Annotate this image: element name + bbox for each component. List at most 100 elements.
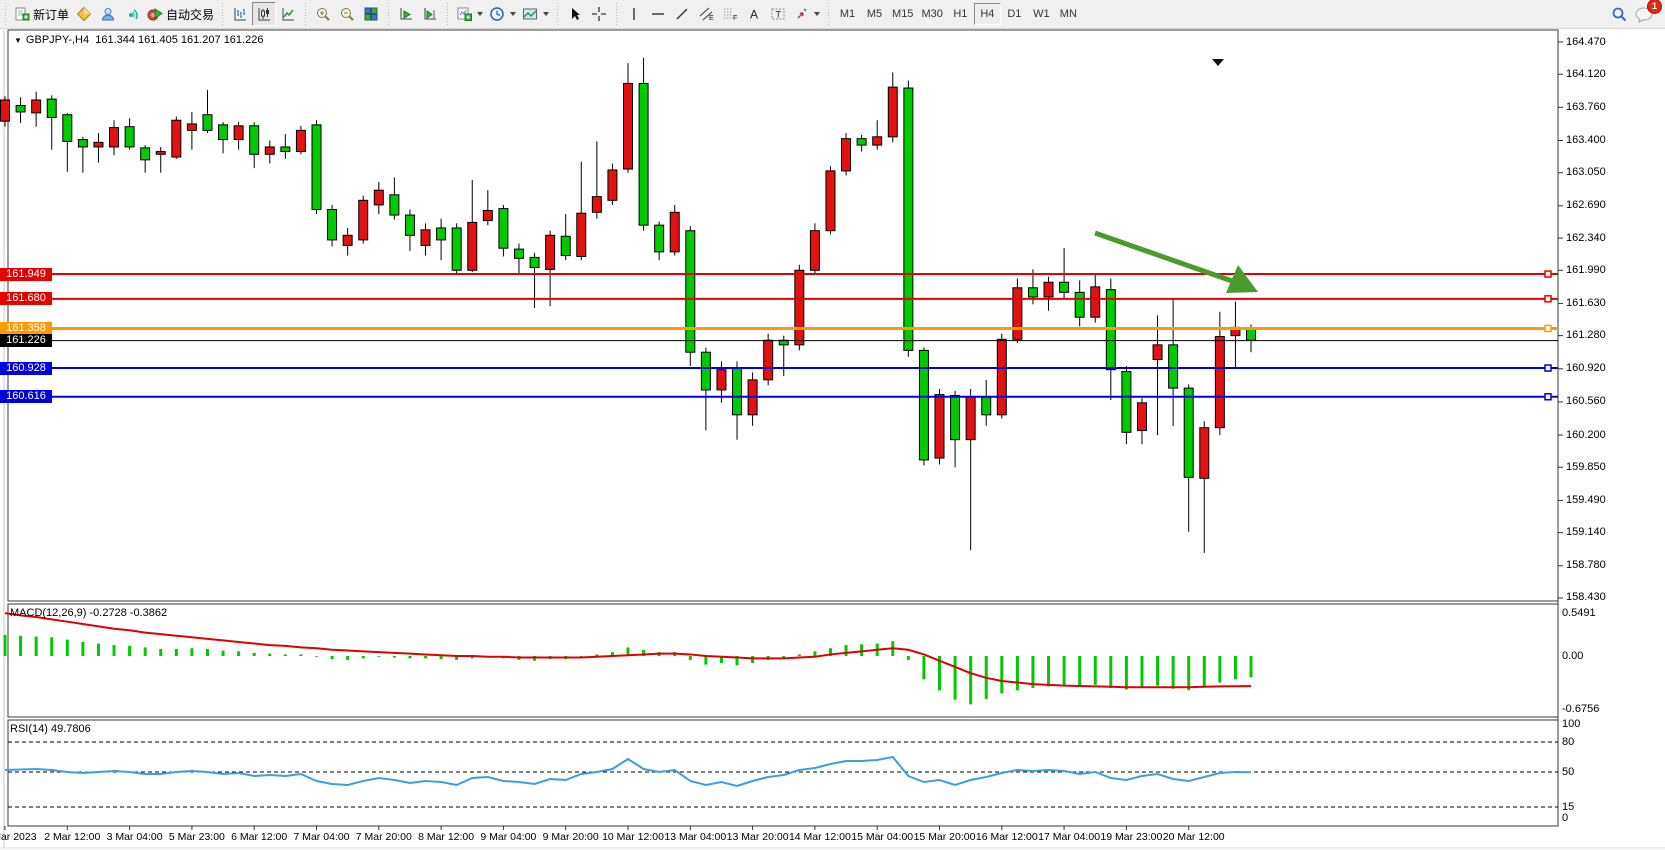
text-icon: A: [750, 8, 758, 22]
candle: [467, 221, 478, 271]
timeframe-h4[interactable]: H4: [973, 3, 1001, 25]
candle: [451, 227, 462, 271]
price-badge-161.358: 161.358: [0, 321, 52, 335]
equidistant-channel-icon: E: [699, 7, 714, 22]
candle: [934, 394, 945, 459]
candle: [233, 125, 244, 141]
chart-canvas[interactable]: [0, 28, 1665, 850]
autotrade-icon: [147, 8, 163, 21]
toolbar-drag-handle[interactable]: [825, 3, 833, 25]
candle: [576, 212, 587, 257]
trendline-button[interactable]: [670, 2, 694, 26]
text-button[interactable]: A: [742, 2, 766, 26]
toolbar-drag-handle[interactable]: [613, 3, 621, 25]
vline-button[interactable]: [622, 2, 646, 26]
timeframe-m30[interactable]: M30: [917, 3, 946, 25]
crosshair-button[interactable]: [587, 2, 611, 26]
toolbar: 新订单 自动交易: [0, 0, 1665, 29]
auto-scroll-button[interactable]: [394, 2, 418, 26]
chart-candles-button[interactable]: [252, 2, 277, 26]
news-button[interactable]: [120, 2, 144, 26]
candle: [918, 349, 929, 461]
price-axis-label: 159.490: [1566, 493, 1606, 506]
chevron-down-icon[interactable]: ▼: [14, 36, 22, 45]
candle: [965, 396, 976, 441]
timeframe-mn[interactable]: MN: [1055, 3, 1082, 25]
chart-menu-triangle[interactable]: [1212, 59, 1224, 66]
timeframe-w1[interactable]: W1: [1028, 3, 1055, 25]
candle: [311, 124, 322, 211]
fibonacci-icon: F: [724, 8, 737, 22]
toolbar-drag-handle[interactable]: [444, 3, 452, 25]
new-order-button[interactable]: 新订单: [11, 2, 72, 26]
notifications-button[interactable]: 1: [1631, 0, 1662, 26]
autotrade-button[interactable]: 自动交易: [144, 2, 217, 26]
autotrade-label: 自动交易: [166, 7, 215, 22]
search-button[interactable]: [1607, 2, 1631, 26]
candle: [482, 209, 493, 222]
toolbar-drag-handle[interactable]: [385, 3, 393, 25]
templates-button[interactable]: [519, 2, 552, 26]
timeframe-d1[interactable]: D1: [1001, 3, 1028, 25]
price-axis-label: 163.400: [1566, 133, 1606, 146]
rsi-line: [4, 755, 1252, 788]
time-axis-label: 3 Mar 04:00: [106, 831, 163, 843]
timeframe-h1[interactable]: H1: [947, 3, 974, 25]
time-axis-label: 5 Mar 23:00: [168, 831, 225, 843]
time-axis-label: 2 Mar 12:00: [44, 831, 101, 843]
new-chart-button[interactable]: [453, 2, 486, 26]
chart-shift-button[interactable]: [418, 2, 442, 26]
candle: [716, 369, 727, 391]
timeframe-m15[interactable]: M15: [888, 3, 917, 25]
drawn-arrow-head[interactable]: [1226, 265, 1258, 293]
rsi-scale-50: 50: [1562, 766, 1575, 778]
time-axis-label: 13 Mar 20:00: [726, 831, 789, 843]
candle: [109, 127, 120, 148]
zoom-out-button[interactable]: [335, 2, 359, 26]
symbol-period-label: GBPJPY-,H4: [25, 34, 90, 46]
zoom-in-icon: [317, 8, 330, 21]
text-label-button[interactable]: T: [766, 2, 790, 26]
toolbar-drag-handle[interactable]: [2, 3, 9, 25]
time-axis-label: 14 Mar 12:00: [788, 831, 851, 843]
timeframe-m5[interactable]: M5: [861, 3, 888, 25]
periods-button[interactable]: [486, 2, 519, 26]
candle: [264, 146, 275, 155]
auto-scroll-icon: [400, 8, 413, 20]
time-axis-label: 9 Mar 04:00: [480, 831, 537, 843]
chart-line-button[interactable]: [276, 2, 300, 26]
hline-anchor: [1544, 364, 1552, 372]
chart-bars-button[interactable]: [228, 2, 252, 26]
gold-diamond-button[interactable]: [72, 2, 96, 26]
rsi-scale-0: 0: [1562, 812, 1569, 824]
time-axis-label: 10 Mar 12:00: [602, 831, 664, 843]
candle: [358, 199, 369, 241]
toolbar-drag-handle[interactable]: [554, 3, 562, 25]
tile-windows-button[interactable]: [359, 2, 383, 26]
svg-text:F: F: [733, 15, 737, 22]
arrow-objects-button[interactable]: [790, 2, 823, 26]
toolbar-drag-handle[interactable]: [302, 3, 310, 25]
time-axis-label: 15 Mar 20:00: [913, 831, 976, 843]
drawn-arrow[interactable]: [1094, 230, 1233, 284]
candle: [436, 227, 447, 241]
macd-scale-min: -0.6756: [1562, 703, 1600, 715]
hline-button[interactable]: [646, 2, 670, 26]
rsi-title: RSI(14): [10, 723, 48, 735]
cursor-button[interactable]: [563, 2, 587, 26]
svg-text:A: A: [750, 8, 758, 22]
toolbar-drag-handle[interactable]: [219, 3, 227, 25]
candle: [1027, 287, 1038, 298]
channel-button[interactable]: E: [694, 2, 718, 26]
candle: [1074, 291, 1085, 318]
chevron-down-icon: [510, 12, 517, 16]
fibonacci-button[interactable]: F: [718, 2, 742, 26]
macd-title: MACD(12,26,9): [10, 607, 87, 619]
candle: [342, 234, 353, 246]
timeframe-m1[interactable]: M1: [834, 3, 861, 25]
chart-window: ▼ GBPJPY-,H4 161.344 161.405 161.207 161.…: [0, 28, 1665, 850]
candlestick-icon: [258, 8, 271, 21]
support-button[interactable]: [96, 2, 120, 26]
zoom-in-button[interactable]: [311, 2, 335, 26]
candle: [93, 141, 104, 148]
